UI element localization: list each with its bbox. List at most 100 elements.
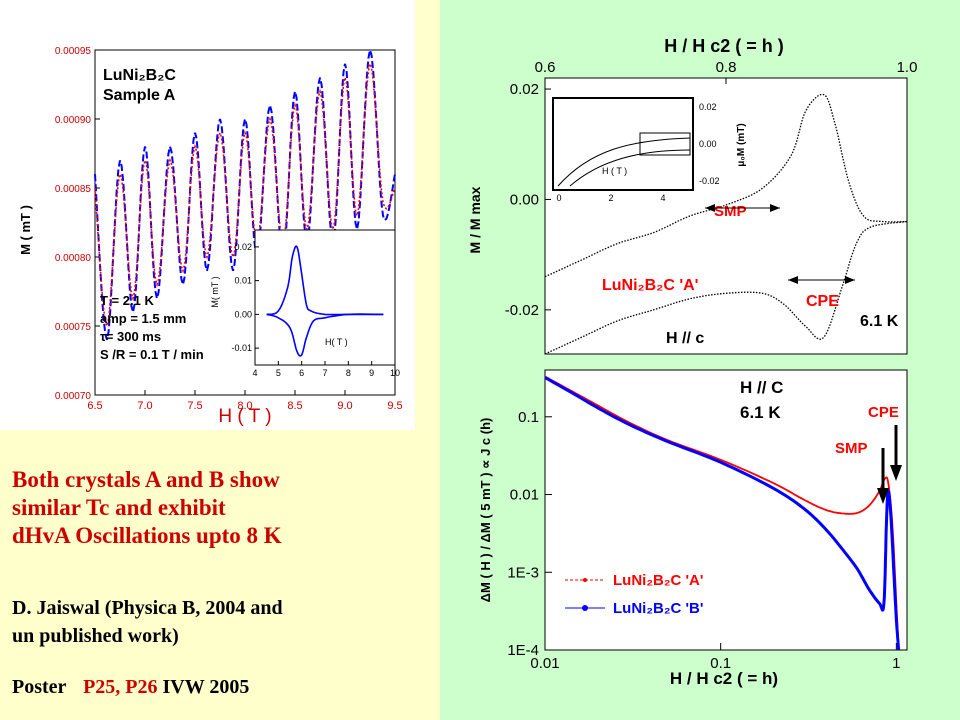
dhva-param-sweep: S /R = 0.1 T / min bbox=[100, 347, 204, 362]
dhva-xtick-label: 9.5 bbox=[387, 400, 402, 412]
inset-ytick-label: -0.01 bbox=[231, 343, 252, 353]
dhva-xtick-label: 7.0 bbox=[137, 400, 152, 412]
dhva-xlabel: H ( T ) bbox=[218, 406, 271, 427]
inset-xtick-label: 9 bbox=[369, 368, 374, 378]
annotation-temperature-top: 6.1 K bbox=[860, 313, 899, 330]
annotation-cpe-bottom: CPE bbox=[868, 404, 899, 421]
legend-marker-b bbox=[582, 605, 588, 611]
jc-xtick-label: 0.1 bbox=[710, 655, 731, 672]
hysteresis-inset-ylabel: μ₀M (mT) bbox=[736, 123, 747, 166]
hysteresis-inset-xtick-label: 4 bbox=[660, 193, 665, 203]
caption-line-3: dHvA Oscillations upto 8 K bbox=[12, 523, 282, 548]
jc-ylabel: ΔM ( H ) / ΔM ( 5 mT ) ∝ J c (h) bbox=[478, 418, 493, 603]
legend-label-b: LuNi₂B₂C 'B' bbox=[613, 600, 703, 617]
reference: D. Jaiswal (Physica B, 2004 and un publi… bbox=[12, 594, 422, 650]
jc-xlabel: H / H c2 ( = h) bbox=[670, 669, 778, 688]
inset-xtick-label: 5 bbox=[276, 368, 281, 378]
top-xtick-label: 0.8 bbox=[716, 59, 737, 76]
dhva-param-amplitude: amp = 1.5 mm bbox=[100, 311, 186, 326]
top-ytick-label: 0.02 bbox=[510, 81, 539, 98]
jc-xtick-label: 1 bbox=[892, 655, 900, 672]
annotation-smp-bottom: SMP bbox=[835, 440, 868, 457]
right-charts: 0.6 0.8 1.00.020.00-0.02 H / H c2 ( = h ) … bbox=[467, 36, 918, 688]
hysteresis-inset-xlabel: H ( T ) bbox=[602, 166, 627, 176]
jc-legend: LuNi₂B₂C 'A' LuNi₂B₂C 'B' bbox=[565, 572, 703, 617]
dhva-xtick-label: 9.0 bbox=[337, 400, 352, 412]
magnetization-series-0 bbox=[544, 93, 907, 278]
jc-series-1 bbox=[544, 376, 901, 651]
dhva-ytick-label: 0.00090 bbox=[55, 115, 92, 126]
inset-xtick-label: 10 bbox=[390, 368, 400, 378]
dhva-param-temperature: T = 2.1 K bbox=[100, 293, 154, 308]
dhva-chart: 0.000700.000750.000800.000850.000900.000… bbox=[18, 46, 403, 427]
hysteresis-inset-ytick-label: 0.00 bbox=[699, 139, 717, 149]
dhva-sample-name: Sample A bbox=[103, 87, 176, 104]
inset-xtick-label: 6 bbox=[299, 368, 304, 378]
annotation-smp-top: SMP bbox=[714, 203, 747, 220]
hysteresis-upper-branch bbox=[557, 137, 691, 187]
jc-ytick-label: 0.01 bbox=[510, 487, 539, 504]
dhva-ytick-label: 0.00075 bbox=[55, 322, 92, 333]
dhva-ylabel: M ( mT ) bbox=[18, 205, 33, 255]
reference-line-2: un published work) bbox=[12, 625, 179, 647]
hysteresis-inset-ytick-label: -0.02 bbox=[699, 176, 720, 186]
dhva-figure: 0.00070 0.00075 0.00080 0.00085 0.00090 0.000… bbox=[0, 0, 415, 430]
dhva-ytick-label: 0.00080 bbox=[55, 253, 92, 264]
dhva-ytick-label: 0.00095 bbox=[55, 46, 92, 57]
jc-plot-frame bbox=[544, 369, 908, 651]
inset-ytick-label: 0.02 bbox=[234, 242, 252, 252]
inset-xtick-label: 4 bbox=[252, 368, 257, 378]
caption: Both crystals A and B show similar Tc an… bbox=[12, 466, 412, 550]
top-ytick-label: -0.02 bbox=[505, 302, 539, 319]
hysteresis-lower-branch bbox=[569, 149, 691, 187]
hysteresis-inset-frame bbox=[552, 97, 694, 191]
smp-pointer-head bbox=[877, 488, 889, 504]
top-ytick-label: 0.00 bbox=[510, 191, 539, 208]
dhva-xtick-label: 8.0 bbox=[237, 400, 252, 412]
inset-ylabel: M( mT ) bbox=[210, 276, 220, 307]
poster-codes: P25, P26 bbox=[83, 676, 158, 698]
poster-note: Poster P25, P26 IVW 2005 bbox=[12, 676, 249, 699]
magnetization-ylabel: M / M max bbox=[467, 186, 483, 253]
dhva-xtick-label: 8.5 bbox=[287, 400, 302, 412]
top-xtick-label: 0.6 bbox=[535, 59, 556, 76]
jc-ytick-label: 1E-4 bbox=[507, 642, 539, 659]
top-xtick-label: 1.0 bbox=[897, 59, 918, 76]
dhva-ytick-label: 0.00070 bbox=[55, 391, 92, 402]
dhva-xtick-label: 7.5 bbox=[187, 400, 202, 412]
caption-line-2: similar Tc and exhibit bbox=[12, 495, 226, 520]
dhva-param-tau: τ= 300 ms bbox=[100, 329, 161, 344]
poster-prefix: Poster bbox=[12, 676, 67, 698]
inset-ytick-label: 0.01 bbox=[234, 276, 252, 286]
hysteresis-inset-xtick-label: 0 bbox=[556, 193, 561, 203]
jc-series-0 bbox=[544, 375, 900, 651]
inset-xtick-label: 7 bbox=[322, 368, 327, 378]
reference-line-1: D. Jaiswal (Physica B, 2004 and bbox=[12, 597, 283, 619]
dhva-series-0 bbox=[94, 49, 396, 341]
annotation-sample-a: LuNi₂B₂C 'A' bbox=[602, 277, 698, 294]
annotation-cpe-top: CPE bbox=[806, 293, 839, 310]
dhva-ytick-label: 0.00085 bbox=[55, 184, 92, 195]
jc-ytick-label: 0.1 bbox=[518, 409, 539, 426]
legend-marker-a bbox=[583, 578, 587, 582]
hysteresis-inset-ytick-label: 0.02 bbox=[699, 102, 717, 112]
hysteresis-inset-xtick-label: 2 bbox=[608, 193, 613, 203]
dhva-sample-compound: LuNi₂B₂C bbox=[103, 67, 176, 84]
legend-label-a: LuNi₂B₂C 'A' bbox=[613, 572, 703, 589]
hysteresis-zoom-box bbox=[639, 132, 691, 156]
inset-xtick-label: 8 bbox=[346, 368, 351, 378]
annotation-field-direction-bottom: H // C bbox=[740, 378, 783, 397]
cpe-pointer-head bbox=[890, 465, 902, 481]
dhva-xtick-label: 6.5 bbox=[87, 400, 102, 412]
inset-xlabel: H( T ) bbox=[325, 337, 348, 347]
jc-ytick-label: 1E-3 bbox=[507, 564, 539, 581]
poster-suffix: IVW 2005 bbox=[162, 676, 250, 698]
magnetization-series-1 bbox=[544, 220, 908, 355]
inset-ytick-label: 0.00 bbox=[234, 309, 252, 319]
magnetization-top-xlabel: H / H c2 ( = h ) bbox=[664, 36, 784, 56]
dhva-series-1 bbox=[94, 60, 396, 329]
annotation-temperature-bottom: 6.1 K bbox=[740, 403, 781, 422]
annotation-field-direction-top: H // c bbox=[666, 330, 704, 347]
caption-line-1: Both crystals A and B show bbox=[12, 467, 280, 492]
inset-series-1 bbox=[266, 313, 384, 357]
